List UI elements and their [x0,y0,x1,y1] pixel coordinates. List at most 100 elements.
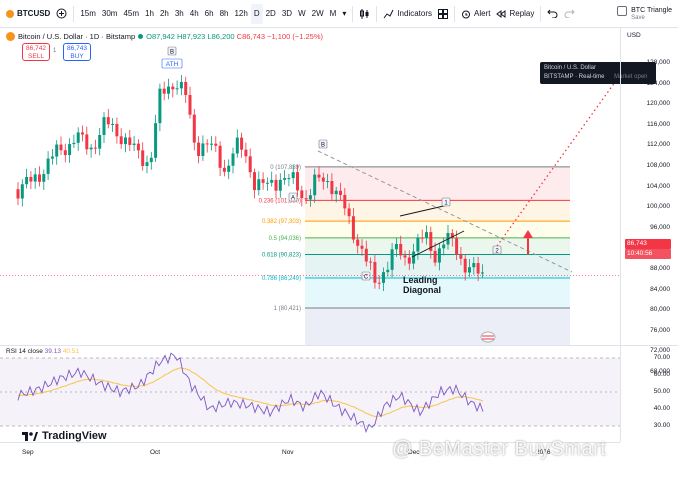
rsi-pane[interactable] [0,346,620,442]
interval-w[interactable]: W [298,9,306,18]
candle-type-button[interactable] [356,4,373,24]
candle [162,88,166,94]
marker-a: A [291,196,295,202]
interval-2h[interactable]: 2h [159,9,169,18]
legend-change: −1,100 (−1.25%) [267,32,323,41]
divider [73,5,75,22]
price-label: 120,000 [646,100,671,108]
candle [50,156,54,159]
indicators-icon [383,9,394,18]
pane-divider[interactable] [0,345,678,346]
marker-b-2-box [318,139,328,149]
fib-zone [305,254,570,279]
candle [317,174,321,178]
price-label: 80,000 [650,306,670,314]
interval-30m[interactable]: 30m [101,9,118,18]
add-symbol-button[interactable] [53,4,70,24]
candle [210,143,213,145]
indicators-button[interactable]: Indicators [380,4,435,24]
rsi-axis-label: 50.00 [653,388,670,395]
candle [201,143,205,157]
candle [257,179,261,191]
price-chart: 0 (107,839) 0.236 (101,330) 0.382 (97,303)… [0,46,620,346]
interval-d[interactable]: D [250,3,263,24]
currency-label[interactable]: USD [627,32,641,39]
candle [244,149,248,157]
candle [20,184,24,199]
leading-diagonal-label-2: Diagonal [403,285,441,295]
redo-button[interactable] [561,4,578,24]
leading-diagonal-label: Leading [403,275,438,285]
interval-15m[interactable]: 15m [80,9,96,18]
sell-button[interactable]: 86,742 SELL [22,43,50,61]
time-label-oct: Oct [150,449,161,456]
candle [412,251,416,264]
candle [29,176,33,182]
interval-2d[interactable]: 2D [265,9,276,18]
candle [59,144,63,151]
projection-line [496,77,619,247]
candle [192,114,196,143]
candle [25,176,29,185]
interval-3h[interactable]: 3h [174,9,184,18]
alert-button[interactable]: Alert [458,4,493,24]
candle [304,198,308,200]
candle [136,143,140,151]
time-label-nov: Nov [282,449,294,456]
us-flag-icon [480,331,496,343]
candle [356,239,360,246]
interval-group: 15m 30m 45m 1h 2h 3h 4h 6h 8h 12h D 2D 3D W 2W M ▾ [77,3,349,24]
trendline [317,150,573,273]
main-chart-pane[interactable]: 0 (107,839) 0.236 (101,330) 0.382 (97,303)… [0,28,620,346]
legend-low: L86,200 [207,32,235,41]
interval-4h[interactable]: 4h [189,9,199,18]
rsi-legend: RSI 14 close 39.13 40.51 [6,348,79,355]
candle [235,137,239,154]
buy-button[interactable]: 86,743 BUY [63,43,91,61]
price-axis[interactable]: USD 128,000 124,000 120,000 116,000 112,000 1… [620,28,678,442]
interval-1h[interactable]: 1h [145,9,154,18]
price-label: 84,000 [650,285,670,293]
rsi-value: 39.13 [44,348,61,355]
undo-icon [547,9,558,18]
candle [429,232,433,251]
candle [141,150,145,166]
interval-3d[interactable]: 3D [281,9,293,18]
candle [179,81,183,89]
alert-label: Alert [474,9,491,18]
candle [265,182,269,184]
layout-name[interactable]: BTC Triangle Save [617,6,672,21]
tradingview-logo[interactable]: TradingView [22,430,107,442]
interval-m[interactable]: M [329,9,337,18]
divider [352,5,354,22]
time-axis[interactable]: Sep Oct Nov Dec 2026 [0,442,620,477]
symbol-search[interactable]: BTCUSD [0,4,53,24]
interval-2w[interactable]: 2W [311,9,324,18]
interval-12h[interactable]: 12h [234,9,248,18]
sell-label: SELL [28,53,44,60]
countdown-tag: 10:40:56 [625,249,671,259]
candle [154,123,158,158]
candle [450,233,454,239]
price-label: 128,000 [646,59,671,66]
interval-45m[interactable]: 45m [123,9,140,18]
top-toolbar: BTCUSD 15m 30m 45m 1h 2h 3h 4h 6h 8h 12h D 2D 3D W 2W M… [0,0,678,28]
candle [360,245,364,249]
interval-8h[interactable]: 8h [219,9,229,18]
layouts-button[interactable] [435,4,451,24]
price-label: 104,000 [646,182,671,190]
interval-6h[interactable]: 6h [204,9,214,18]
fib-zone [305,237,570,255]
candle [42,173,46,182]
candle [334,190,338,195]
replay-button[interactable]: Replay [493,4,537,24]
undo-button[interactable] [544,4,561,24]
candle [81,132,84,135]
candle [407,257,411,264]
candle [197,142,201,157]
buy-label: BUY [70,53,84,60]
candle [463,258,467,273]
interval-dropdown-icon[interactable]: ▾ [342,9,347,18]
rsi-axis-label: 30.00 [653,422,670,429]
fib-label: 0.786 (86,249) [262,276,301,282]
